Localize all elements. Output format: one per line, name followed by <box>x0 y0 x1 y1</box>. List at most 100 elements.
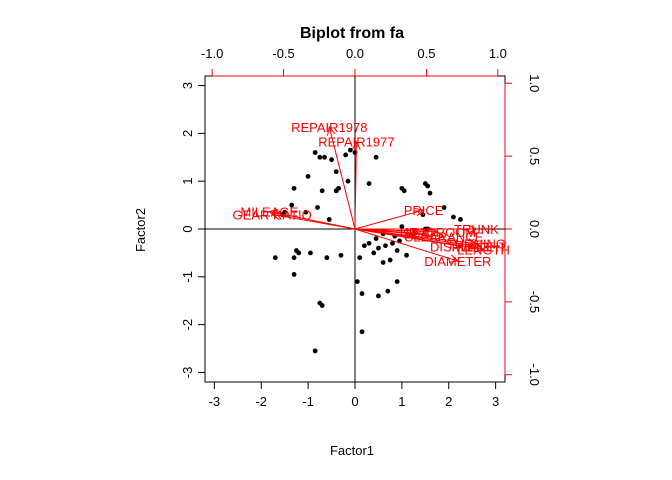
score-point <box>376 245 381 251</box>
chart-title: Biplot from fa <box>300 25 404 42</box>
loading-arrowhead <box>414 207 425 217</box>
score-point <box>291 272 297 277</box>
x-tick-label: -1 <box>302 394 314 409</box>
score-point <box>425 183 431 189</box>
loading-arrowhead <box>468 224 478 234</box>
score-point <box>401 188 407 194</box>
x-tick-label: -3 <box>209 394 221 409</box>
right-tick-label: 0.0 <box>527 220 542 238</box>
loading-label: REPAIR1978 <box>291 120 367 135</box>
y-tick-label: 1 <box>180 178 195 185</box>
score-point <box>296 250 302 256</box>
loading-label: REPAIR1977 <box>318 135 394 150</box>
score-point <box>322 154 327 160</box>
score-point <box>458 217 463 222</box>
top-tick-label: 0.0 <box>346 46 364 61</box>
y-tick-label: -1 <box>180 271 195 283</box>
x-tick-label: 0 <box>351 394 358 409</box>
score-point <box>357 255 363 261</box>
y-tick-label: -2 <box>180 319 195 331</box>
right-tick-label: 0.5 <box>527 147 542 165</box>
score-point <box>308 250 313 256</box>
loading-arrowhead <box>429 227 440 236</box>
loading-arrowhead <box>448 254 459 263</box>
x-tick-label: 3 <box>492 394 499 409</box>
top-tick-label: -0.5 <box>272 46 294 61</box>
top-tick-label: -1.0 <box>201 46 223 61</box>
score-point <box>347 147 353 153</box>
score-point <box>303 209 309 215</box>
top-tick-label: 1.0 <box>489 46 507 61</box>
score-point <box>291 255 297 261</box>
score-point <box>338 252 344 258</box>
score-point <box>282 209 288 215</box>
score-point <box>366 181 372 186</box>
score-point <box>451 214 456 220</box>
right-tick-label: -1.0 <box>527 364 542 386</box>
score-point <box>394 248 400 253</box>
loading-arrow <box>354 209 424 230</box>
score-point <box>319 188 325 194</box>
score-point <box>312 348 318 354</box>
score-point <box>272 255 278 261</box>
loading-label: MILEAGE <box>240 205 298 220</box>
score-point <box>427 190 433 196</box>
x-tick-label: 2 <box>445 394 452 409</box>
loading-arrow <box>354 228 438 233</box>
score-point <box>371 250 377 256</box>
score-point <box>317 154 323 160</box>
loading-arrowhead <box>351 140 361 150</box>
score-point <box>315 205 320 210</box>
loading-arrowhead <box>453 240 464 250</box>
loading-label: DISPLACE <box>430 239 495 254</box>
score-point <box>345 178 351 184</box>
score-point <box>390 240 395 246</box>
loading-arrow <box>328 126 356 230</box>
score-point <box>305 174 311 179</box>
score-point <box>394 279 400 284</box>
loading-label: LENGTH <box>457 242 510 257</box>
score-point <box>373 154 379 160</box>
score-point <box>333 169 339 175</box>
score-point <box>441 205 447 210</box>
score-point <box>359 291 365 296</box>
y-axis-label: Factor2 <box>133 208 148 252</box>
loading-label: GEAR RATIO <box>233 207 312 222</box>
x-tick-label: -2 <box>255 394 267 409</box>
x-tick-label: 1 <box>398 394 405 409</box>
score-point <box>383 243 388 249</box>
loading-label: DIAMETER <box>424 254 491 269</box>
top-tick-label: 0.5 <box>417 46 435 61</box>
score-point <box>387 257 393 263</box>
score-point <box>366 240 372 246</box>
score-point <box>324 255 330 261</box>
score-point <box>319 303 325 308</box>
score-point <box>312 150 318 155</box>
score-point <box>289 202 295 208</box>
score-point <box>343 152 349 158</box>
score-point <box>380 260 386 265</box>
loading-arrow <box>272 213 356 230</box>
loading-arrowhead <box>326 125 336 136</box>
right-tick-label: -0.5 <box>527 291 542 313</box>
right-tick-label: 1.0 <box>527 74 542 92</box>
score-point <box>376 293 381 299</box>
y-tick-label: -3 <box>180 367 195 379</box>
score-point <box>420 212 426 218</box>
x-axis-label: Factor1 <box>330 443 374 458</box>
y-tick-label: 0 <box>180 225 195 232</box>
loading-arrow <box>354 228 459 262</box>
loading-arrowhead <box>271 211 281 221</box>
score-point <box>373 236 379 241</box>
loading-arrowhead <box>474 243 485 253</box>
loading-label: PRICE <box>404 203 444 218</box>
score-point <box>359 329 365 335</box>
loading-arrowhead <box>434 231 445 240</box>
score-point <box>354 279 360 284</box>
score-point <box>404 252 409 258</box>
score-point <box>399 224 405 230</box>
y-tick-label: 2 <box>180 130 195 137</box>
loading-label: TRUNK <box>454 222 499 237</box>
loading-arrow <box>354 141 357 230</box>
